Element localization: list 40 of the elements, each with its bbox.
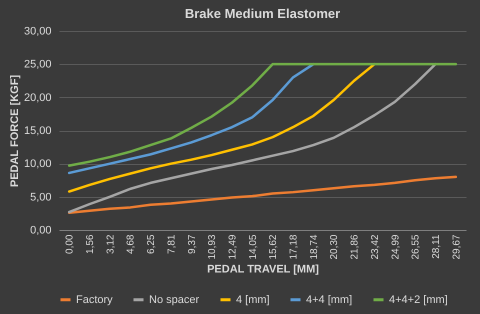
x-tick-label: 20,30 (329, 234, 340, 260)
legend-label: 4 [mm] (236, 294, 270, 306)
x-tick-label: 17,18 (288, 234, 300, 260)
y-axis-title: PEDAL FORCE [KGF] (8, 74, 21, 188)
y-tick-label: 10,00 (24, 158, 52, 170)
x-tick-label: 28,11 (430, 234, 442, 259)
x-tick-label: 1,56 (85, 234, 96, 254)
x-tick-label: 26,55 (410, 234, 422, 260)
x-tick-label: 29,67 (451, 234, 462, 260)
line-series (68, 176, 458, 214)
x-tick-label: 14,05 (248, 234, 259, 260)
x-tick-label: 6,25 (146, 234, 158, 254)
x-tick-label: 12,49 (227, 234, 238, 260)
y-tick-label: 15,00 (24, 125, 52, 137)
x-tick-label: 15,62 (268, 234, 280, 260)
x-tick-label: 21,86 (350, 234, 361, 260)
legend-label: No spacer (149, 294, 200, 306)
x-axis-title: PEDAL TRAVEL [MM] (207, 264, 320, 276)
x-tick-label: 4,68 (126, 234, 137, 254)
line-series (68, 62, 315, 174)
legend-label: 4+4 [mm] (306, 294, 352, 306)
x-tick-label: 23,42 (370, 234, 381, 260)
line-series (68, 62, 437, 214)
x-tick-label: 7,81 (166, 234, 178, 254)
y-tick-label: 5,00 (30, 191, 52, 204)
x-tick-label: 3,12 (105, 234, 116, 254)
line-series (68, 62, 376, 193)
x-tick-label: 10,93 (207, 234, 218, 260)
y-tick-label: 25,00 (24, 58, 52, 71)
line-series (68, 62, 458, 167)
y-tick-label: 0,00 (30, 224, 52, 236)
x-tick-label: 18,74 (308, 234, 320, 260)
y-tick-label: 30,00 (24, 26, 52, 38)
x-tick-label: 24,99 (390, 234, 402, 260)
y-tick-label: 20,00 (24, 92, 52, 104)
x-tick-label: 0,00 (64, 234, 76, 254)
legend-label: 4+4+2 [mm] (389, 294, 448, 306)
x-tick-label: 9,37 (186, 234, 198, 254)
chart-title: Brake Medium Elastomer (184, 6, 340, 21)
legend-label: Factory (76, 294, 114, 306)
